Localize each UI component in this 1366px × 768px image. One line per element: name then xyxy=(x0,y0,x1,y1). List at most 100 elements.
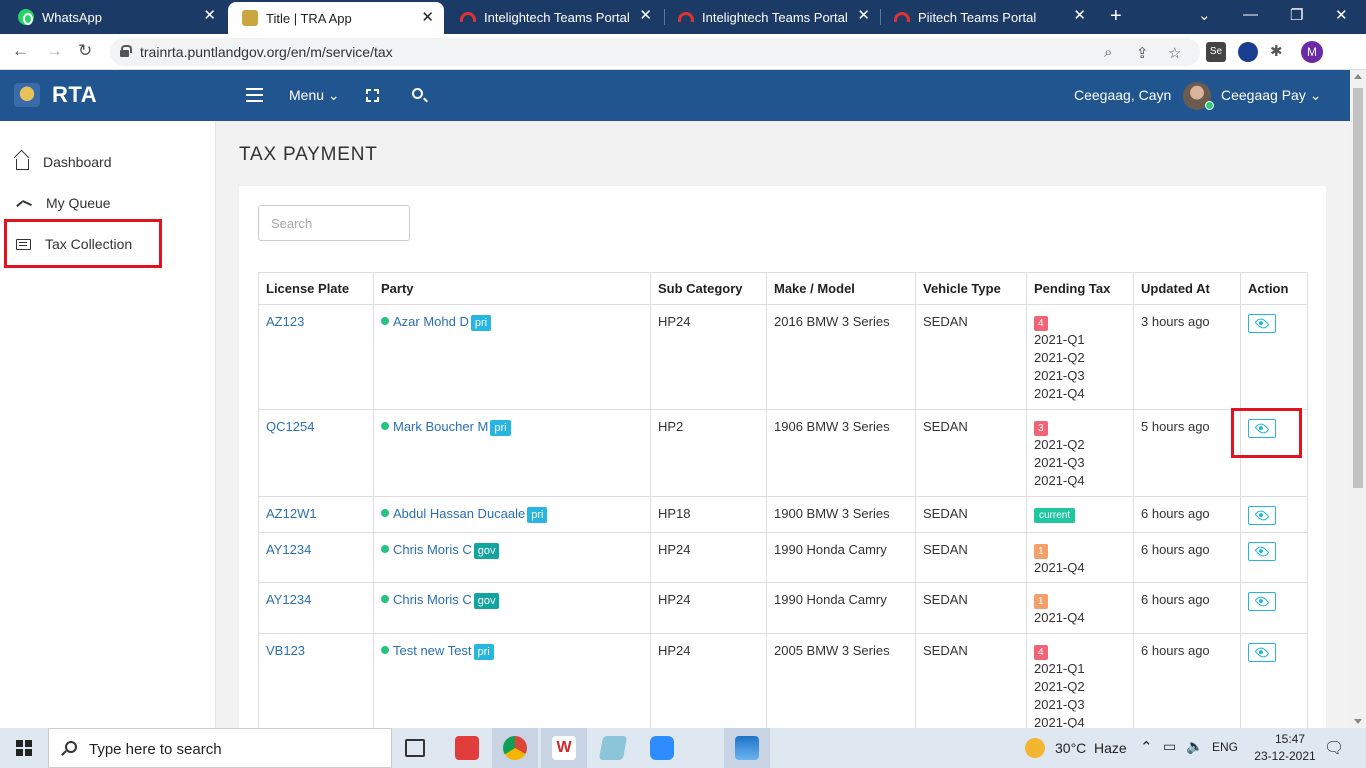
hamburger-icon[interactable] xyxy=(246,88,263,102)
view-button[interactable] xyxy=(1248,542,1276,561)
party-type-badge: pri xyxy=(490,420,511,436)
party-link[interactable]: Chris Moris C xyxy=(393,542,472,557)
pending-count-badge: 1 xyxy=(1034,594,1048,609)
view-button[interactable] xyxy=(1248,592,1276,611)
close-icon[interactable]: ✕ xyxy=(857,7,870,24)
browser-tab-tra-app[interactable]: Title | TRA App ✕ xyxy=(228,2,444,34)
license-plate-link[interactable]: AZ12W1 xyxy=(266,506,317,521)
chevron-up-icon[interactable]: ⌃ xyxy=(1140,739,1153,756)
weather-text[interactable]: Haze xyxy=(1094,740,1127,756)
sidebar-item-tax-collection[interactable]: Tax Collection xyxy=(16,236,132,252)
wps-office-icon[interactable]: W xyxy=(552,736,576,760)
party-link[interactable]: Azar Mohd D xyxy=(393,314,469,329)
license-plate-link[interactable]: QC1254 xyxy=(266,419,315,434)
status-dot-icon xyxy=(381,595,389,603)
menu-dropdown[interactable]: Menu ⌄ xyxy=(289,87,340,104)
scrollbar-thumb[interactable] xyxy=(1353,88,1363,488)
sidebar-item-dashboard[interactable]: Dashboard xyxy=(16,154,112,170)
brand[interactable]: RTA xyxy=(14,82,97,108)
tab-separator xyxy=(664,9,665,25)
task-view-icon[interactable] xyxy=(405,739,425,757)
make-model: 2016 BMW 3 Series xyxy=(766,304,916,410)
pending-quarter: 2021-Q3 xyxy=(1034,455,1085,470)
browser-tab-whatsapp[interactable]: WhatsApp ✕ xyxy=(4,0,226,34)
notifications-icon[interactable]: 🗨 xyxy=(1324,740,1345,757)
photos-icon[interactable] xyxy=(735,736,759,760)
back-arrow-icon[interactable]: ← xyxy=(12,41,29,60)
pending-quarter: 2021-Q2 xyxy=(1034,350,1085,365)
party-type-badge: gov xyxy=(473,593,500,609)
browser-tab-piitech[interactable]: Piitech Teams Portal ✕ xyxy=(880,0,1096,34)
close-icon[interactable]: ✕ xyxy=(203,7,216,24)
fullscreen-icon[interactable] xyxy=(365,88,380,103)
speaker-muted-icon[interactable]: 🔈 xyxy=(1186,738,1204,754)
language-indicator[interactable]: ENG xyxy=(1212,740,1239,754)
clock-date[interactable]: 23-12-2021 xyxy=(1254,749,1316,763)
extension-selenium-icon[interactable]: Se xyxy=(1206,42,1226,62)
pending-tax: current xyxy=(1026,496,1134,533)
party-link[interactable]: Mark Boucher M xyxy=(393,419,489,434)
close-icon[interactable]: ✕ xyxy=(1073,7,1086,24)
reload-icon[interactable]: ↻ xyxy=(78,41,93,60)
view-button[interactable] xyxy=(1248,314,1276,333)
headset-icon xyxy=(460,12,476,22)
share-icon[interactable]: ⇪ xyxy=(1136,45,1149,62)
restore-button[interactable]: ❐ xyxy=(1290,7,1304,24)
make-model: 1900 BMW 3 Series xyxy=(766,496,916,533)
puzzle-icon[interactable]: ✱ xyxy=(1270,43,1283,60)
close-icon[interactable]: ✕ xyxy=(639,7,652,24)
scroll-up-arrow-icon[interactable] xyxy=(1354,74,1362,79)
anydesk-icon[interactable] xyxy=(455,736,479,760)
forward-arrow-icon[interactable]: → xyxy=(46,41,63,60)
network-icon[interactable]: ▭ xyxy=(1163,738,1177,754)
browser-tab-teams-2[interactable]: Intelightech Teams Portal ✕ xyxy=(664,0,880,34)
party-link[interactable]: Test new Test xyxy=(393,643,472,658)
page-title: TAX PAYMENT xyxy=(239,144,378,165)
view-button[interactable] xyxy=(1248,506,1276,525)
clock-time[interactable]: 15:47 xyxy=(1274,732,1306,746)
party-link[interactable]: Abdul Hassan Ducaale xyxy=(393,506,526,521)
weather-icon[interactable] xyxy=(1025,738,1045,758)
pending-tax: 1 2021-Q4 xyxy=(1026,532,1134,583)
sidebar-item-my-queue[interactable]: My Queue xyxy=(16,195,111,211)
user-menu[interactable]: Ceegaag Pay ⌄ xyxy=(1221,87,1321,104)
license-plate-link[interactable]: VB123 xyxy=(266,643,306,658)
license-plate-link[interactable]: AZ123 xyxy=(266,314,305,329)
scrollbar[interactable] xyxy=(1350,70,1366,728)
extension-bolt-icon[interactable] xyxy=(1238,42,1258,62)
new-tab-button[interactable]: + xyxy=(1110,5,1122,27)
table-row: AZ12W1 Abdul Hassan Ducaale pri HP18 1900… xyxy=(258,496,1308,533)
browser-tab-teams-1[interactable]: Intelightech Teams Portal ✕ xyxy=(446,0,662,34)
search-icon[interactable] xyxy=(412,88,423,99)
scroll-down-arrow-icon[interactable] xyxy=(1354,719,1362,724)
make-model: 2005 BMW 3 Series xyxy=(766,633,916,728)
license-plate-link[interactable]: AY1234 xyxy=(266,542,312,557)
license-plate-link[interactable]: AY1234 xyxy=(266,592,312,607)
status-dot-icon xyxy=(381,545,389,553)
party-link[interactable]: Chris Moris C xyxy=(393,592,472,607)
view-button[interactable] xyxy=(1248,419,1276,438)
close-icon[interactable]: ✕ xyxy=(421,9,434,26)
address-bar[interactable]: trainrta.puntlandgov.org/en/m/service/ta… xyxy=(110,38,1200,66)
url-text[interactable]: trainrta.puntlandgov.org/en/m/service/ta… xyxy=(140,44,393,60)
zoom-icon[interactable]: ⌕ xyxy=(1104,44,1113,61)
windows-start-icon[interactable] xyxy=(16,740,32,756)
temperature[interactable]: 30°C xyxy=(1055,740,1087,756)
org-name: Ceegaag, Cayn xyxy=(1074,87,1172,103)
browser-toolbar: ← → ↻ trainrta.puntlandgov.org/en/m/serv… xyxy=(0,34,1366,70)
notes-app-icon[interactable] xyxy=(598,736,628,760)
updated-at: 6 hours ago xyxy=(1133,496,1241,533)
search-input[interactable] xyxy=(258,205,410,241)
status-dot-icon xyxy=(381,509,389,517)
zoom-app-icon[interactable] xyxy=(650,736,674,760)
app-header: RTA Menu ⌄ Ceegaag, Cayn Ceegaag Pay ⌄ xyxy=(0,70,1350,121)
chrome-icon[interactable] xyxy=(503,736,527,760)
taskbar-search[interactable]: Type here to search xyxy=(48,728,392,768)
close-window-button[interactable]: ✕ xyxy=(1335,7,1348,24)
view-button[interactable] xyxy=(1248,643,1276,662)
tab-search-icon[interactable]: ⌄ xyxy=(1198,7,1211,24)
minimize-button[interactable]: — xyxy=(1243,6,1258,23)
bookmark-star-icon[interactable]: ☆ xyxy=(1168,45,1182,62)
profile-avatar[interactable]: M xyxy=(1301,41,1323,63)
tab-separator xyxy=(880,9,881,25)
